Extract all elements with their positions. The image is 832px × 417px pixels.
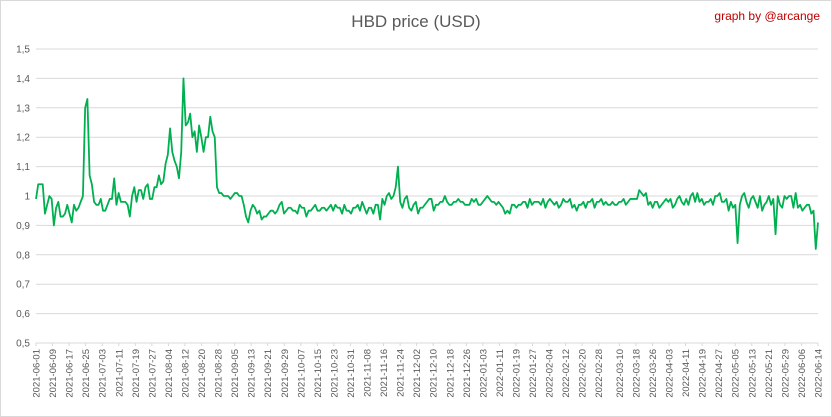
chart-title: HBD price (USD) xyxy=(351,12,481,31)
x-tick-label: 2021-08-12 xyxy=(180,349,191,398)
series-group xyxy=(35,77,819,250)
x-tick-label: 2022-01-27 xyxy=(528,349,539,398)
y-axis: 0,5 0,6 0,7 0,8 0,9 1 1,1 1,2 1,3 1,4 1,5 xyxy=(16,45,30,350)
x-tick-label: 2022-05-21 xyxy=(764,349,775,398)
y-tick-label: 1 xyxy=(24,192,30,203)
x-tick-label: 2022-04-27 xyxy=(714,349,725,398)
x-tick-label: 2022-05-29 xyxy=(780,349,791,398)
x-tick-label: 2021-12-18 xyxy=(445,349,456,398)
x-tick-label: 2022-01-19 xyxy=(511,349,522,398)
x-tick-label: 2022-04-19 xyxy=(698,349,709,398)
y-tick-label: 0,8 xyxy=(16,250,30,261)
x-tick-label: 2021-07-03 xyxy=(98,349,109,398)
x-tick-label: 2021-11-08 xyxy=(363,349,374,397)
x-tick-label: 2021-09-05 xyxy=(230,349,241,398)
y-tick-label: 1,2 xyxy=(16,133,30,144)
chart-credit: graph by @arcange xyxy=(714,9,820,23)
x-tick-label: 2021-10-23 xyxy=(329,349,340,398)
y-tick-label: 1,3 xyxy=(16,103,30,114)
x-tick-label: 2022-06-06 xyxy=(797,349,808,398)
y-tick-label: 0,6 xyxy=(16,309,30,320)
x-tick-label: 2021-08-04 xyxy=(164,349,175,398)
x-tick-label: 2021-07-19 xyxy=(131,349,142,398)
x-tick-label: 2021-06-09 xyxy=(48,349,59,398)
x-tick-label: 2021-08-28 xyxy=(214,349,225,398)
x-tick-label: 2021-09-21 xyxy=(263,349,274,398)
series-line xyxy=(35,77,819,250)
x-tick-label: 2021-09-29 xyxy=(280,349,291,398)
y-tick-label: 0,5 xyxy=(16,339,30,350)
x-tick-label: 2022-04-03 xyxy=(665,349,676,398)
x-tick-label: 2022-02-04 xyxy=(545,349,556,398)
y-tick-label: 0,7 xyxy=(16,280,30,291)
x-tick-label: 2021-06-01 xyxy=(32,349,43,398)
grid-lines xyxy=(36,48,818,344)
x-tick-label: 2021-08-20 xyxy=(197,349,208,398)
x-tick-label: 2022-05-05 xyxy=(731,349,742,398)
x-tick-label: 2022-06-14 xyxy=(814,349,825,398)
y-tick-label: 1,1 xyxy=(16,162,30,173)
x-axis: 2021-06-01 2021-06-09 2021-06-17 2021-06-25… xyxy=(32,343,825,398)
y-tick-label: 0,9 xyxy=(16,221,30,232)
x-tick-label: 2022-01-11 xyxy=(495,349,506,397)
x-tick-label: 2021-12-02 xyxy=(412,349,423,398)
x-tick-label: 2022-02-28 xyxy=(594,349,605,398)
x-tick-label: 2021-12-26 xyxy=(462,349,473,398)
x-tick-label: 2022-03-26 xyxy=(648,349,659,398)
x-tick-label: 2021-06-17 xyxy=(65,349,76,398)
x-tick-label: 2021-11-16 xyxy=(379,349,390,397)
x-tick-label: 2021-10-07 xyxy=(296,349,307,398)
y-tick-label: 1,4 xyxy=(16,74,30,85)
x-tick-label: 2022-04-11 xyxy=(681,349,692,397)
x-tick-label: 2022-03-10 xyxy=(615,349,626,398)
x-tick-label: 2021-07-27 xyxy=(147,349,158,398)
x-tick-label: 2021-10-31 xyxy=(346,349,357,398)
x-tick-label: 2022-02-12 xyxy=(561,349,572,398)
x-tick-label: 2021-07-11 xyxy=(114,349,125,397)
x-tick-label: 2021-12-10 xyxy=(429,349,440,398)
x-tick-label: 2021-11-24 xyxy=(396,349,407,397)
x-tick-label: 2022-02-20 xyxy=(578,349,589,398)
x-tick-label: 2021-09-13 xyxy=(247,349,258,398)
x-tick-label: 2022-03-18 xyxy=(631,349,642,398)
x-tick-label: 2021-10-15 xyxy=(313,349,324,398)
x-tick-label: 2021-06-25 xyxy=(81,349,92,398)
y-tick-label: 1,5 xyxy=(16,45,30,56)
x-tick-label: 2022-01-03 xyxy=(478,349,489,398)
x-tick-label: 2022-05-13 xyxy=(747,349,758,398)
